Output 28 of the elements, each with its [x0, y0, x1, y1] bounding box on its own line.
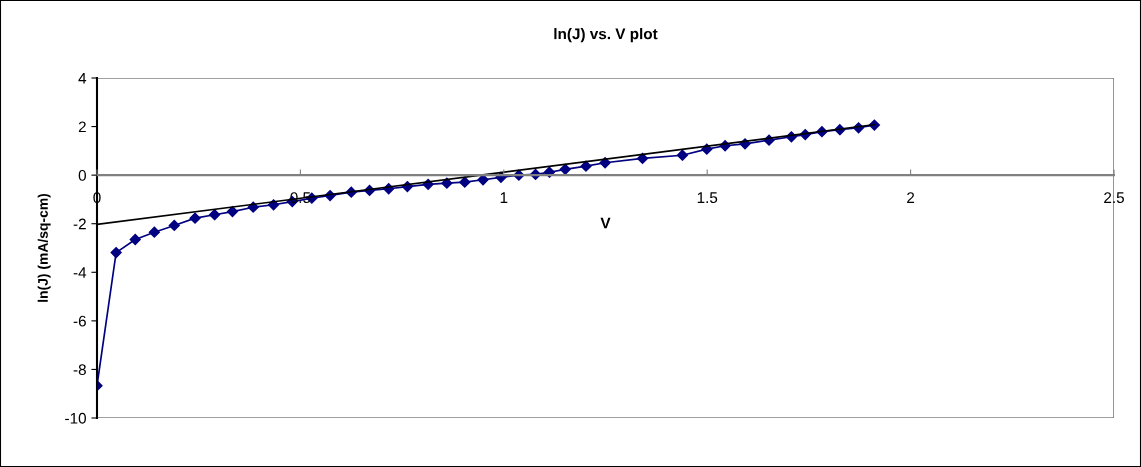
point	[110, 247, 122, 259]
y-tick-label: -2	[73, 218, 86, 230]
point	[636, 152, 649, 164]
x-tick-label: 1	[500, 192, 508, 203]
y-tick-label: -4	[73, 267, 87, 278]
y-tick-label: 2	[78, 121, 86, 133]
point	[580, 160, 592, 172]
y-tick-label: 0	[78, 170, 86, 181]
point	[189, 212, 201, 224]
point	[148, 226, 160, 238]
point	[129, 233, 141, 246]
y-axis-title: ln(J) (mA/sq-cm)	[37, 193, 51, 302]
y-tick-label: -6	[73, 315, 86, 327]
y-tick-label: 4	[78, 73, 87, 84]
point	[208, 209, 221, 221]
point	[599, 157, 611, 169]
y-tick-label: -8	[73, 364, 86, 376]
point	[168, 219, 180, 232]
x-tick-label: 2.5	[1104, 192, 1124, 204]
y-tick-label: -10	[65, 412, 86, 424]
x-axis-title: V	[600, 217, 611, 229]
point	[559, 163, 571, 175]
point	[676, 149, 688, 161]
x-tick-label: 1.5	[697, 192, 718, 204]
point	[477, 174, 489, 186]
point	[459, 176, 471, 188]
chart-title: ln(J) vs. V plot	[554, 28, 658, 43]
x-tick-label: 2	[907, 192, 915, 203]
